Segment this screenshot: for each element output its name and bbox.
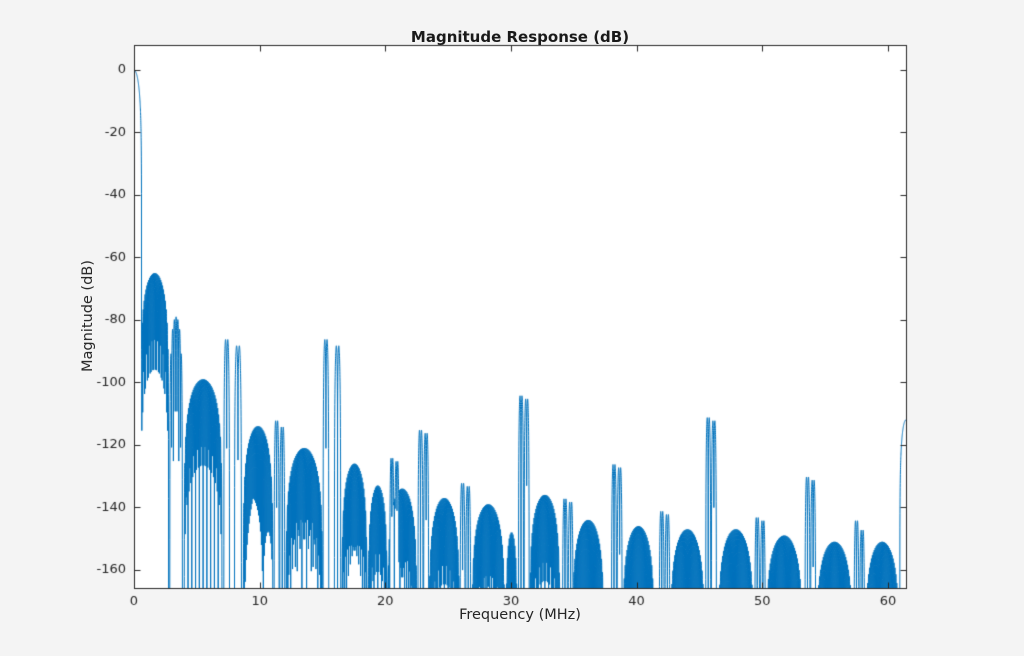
figure-window: Magnitude Response (dB) Frequency (MHz) … — [0, 0, 1024, 656]
magnitude-response-canvas — [0, 0, 1024, 656]
